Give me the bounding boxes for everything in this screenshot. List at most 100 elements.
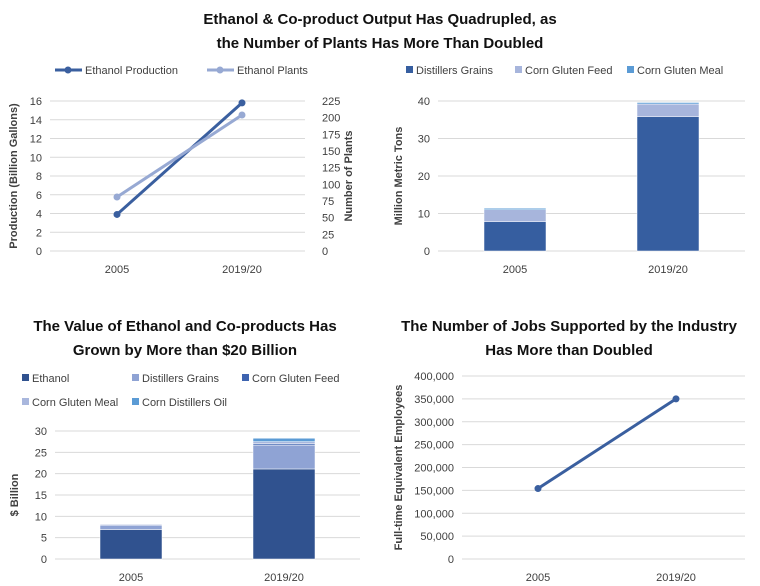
chart1-title: Ethanol & Co-product Output Has Quadrupl… <box>100 8 660 56</box>
y2-tick-label: 150 <box>322 146 340 158</box>
x-tick-label: 2005 <box>119 572 143 584</box>
legend-label: Ethanol Plants <box>237 65 308 77</box>
series-line <box>116 113 243 199</box>
y-tick-label: 15 <box>35 490 47 502</box>
bar-segment <box>636 103 700 117</box>
legend-swatch <box>132 398 139 405</box>
data-point <box>238 99 246 107</box>
y-tick-label: 20 <box>418 171 430 183</box>
legend-marker <box>216 66 224 74</box>
bar-segment <box>636 102 700 105</box>
legend-swatch <box>22 398 29 405</box>
y2-tick-label: 100 <box>322 179 340 191</box>
legend-label: Corn Distillers Oil <box>142 397 227 409</box>
legend-label: Ethanol Production <box>85 65 178 77</box>
bar-segment <box>636 116 700 252</box>
x-tick-label: 2005 <box>503 264 527 276</box>
y-tick-label: 5 <box>41 533 47 545</box>
y-tick-label: 0 <box>41 554 47 566</box>
y-tick-label: 30 <box>418 134 430 146</box>
y-tick-label: 25 <box>35 447 47 459</box>
data-point <box>113 193 121 201</box>
x-tick-label: 2019/20 <box>222 264 262 276</box>
chart4-title: The Number of Jobs Supported by the Indu… <box>378 315 760 363</box>
y-tick-label: 200,000 <box>414 463 454 475</box>
legend-label: Distillers Grains <box>142 373 220 385</box>
y-tick-label: 300,000 <box>414 417 454 429</box>
y-axis-label: Full-time Equivalent Employees <box>393 385 405 551</box>
chart1-title-line1: Ethanol & Co-product Output Has Quadrupl… <box>203 11 557 28</box>
bar-segment <box>252 441 316 445</box>
legend-marker <box>64 66 72 74</box>
y-tick-label: 6 <box>36 190 42 202</box>
legend-swatch <box>22 374 29 381</box>
y-tick-label: 400,000 <box>414 371 454 383</box>
bar-segment <box>483 209 547 222</box>
y2-axis-label: Number of Plants <box>343 130 355 221</box>
chart4-title-line2: Has More than Doubled <box>485 342 653 359</box>
bar-segment <box>99 524 163 530</box>
y2-tick-label: 200 <box>322 113 340 125</box>
y-tick-label: 2 <box>36 227 42 239</box>
data-point <box>672 395 680 403</box>
y-tick-label: 8 <box>36 171 42 183</box>
x-tick-label: 2019/20 <box>648 264 688 276</box>
bar-segment <box>252 438 316 442</box>
y-tick-label: 0 <box>424 246 430 258</box>
x-tick-label: 2019/20 <box>656 572 696 584</box>
y2-tick-label: 25 <box>322 229 334 241</box>
bar-segment <box>99 523 163 526</box>
x-tick-label: 2005 <box>105 264 129 276</box>
y2-tick-label: 75 <box>322 196 334 208</box>
legend-label: Corn Gluten Feed <box>252 373 339 385</box>
y-tick-label: 100,000 <box>414 508 454 520</box>
y-tick-label: 4 <box>36 209 42 221</box>
y2-tick-label: 225 <box>322 96 340 108</box>
y-tick-label: 10 <box>35 511 47 523</box>
series-line <box>537 397 677 490</box>
y-tick-label: 10 <box>418 209 430 221</box>
chart3-title: The Value of Ethanol and Co-products Has… <box>0 315 370 363</box>
chart3-title-line2: Grown by More than $20 Billion <box>72 342 298 359</box>
chart4-title-line1: The Number of Jobs Supported by the Indu… <box>401 318 737 335</box>
legend-label: Corn Gluten Meal <box>32 397 118 409</box>
legend-swatch <box>515 66 522 73</box>
legend-label: Distillers Grains <box>416 65 494 77</box>
bar-segment <box>252 468 316 560</box>
y-tick-label: 150,000 <box>414 485 454 497</box>
y-tick-label: 350,000 <box>414 394 454 406</box>
y-axis-label: $ Billion <box>9 473 21 516</box>
y-tick-label: 30 <box>35 426 47 438</box>
legend-label: Corn Gluten Meal <box>637 65 723 77</box>
y-tick-label: 14 <box>30 115 42 127</box>
data-point <box>113 210 121 218</box>
chart1-title-line2: the Number of Plants Has More Than Doubl… <box>216 35 544 52</box>
series-line <box>116 101 243 216</box>
y-tick-label: 12 <box>30 134 42 146</box>
y2-tick-label: 175 <box>322 129 340 141</box>
x-tick-label: 2019/20 <box>264 572 304 584</box>
y-tick-label: 40 <box>418 96 430 108</box>
bar-segment <box>99 529 163 560</box>
y2-tick-label: 125 <box>322 163 340 175</box>
data-point <box>238 111 246 119</box>
y-tick-label: 250,000 <box>414 440 454 452</box>
legend-label: Ethanol <box>32 373 69 385</box>
y-axis-label: Production (Billion Gallons) <box>8 103 20 249</box>
legend-swatch <box>627 66 634 73</box>
legend-label: Corn Gluten Feed <box>525 65 612 77</box>
legend-swatch <box>242 374 249 381</box>
y-tick-label: 50,000 <box>420 531 454 543</box>
legend-swatch <box>406 66 413 73</box>
y-tick-label: 0 <box>448 554 454 566</box>
y-tick-label: 20 <box>35 469 47 481</box>
y-tick-label: 0 <box>36 246 42 258</box>
chart3-title-line1: The Value of Ethanol and Co-products Has <box>33 318 337 335</box>
y-tick-label: 10 <box>30 152 42 164</box>
y2-tick-label: 50 <box>322 213 334 225</box>
y-axis-label: Million Metric Tons <box>393 127 405 226</box>
x-tick-label: 2005 <box>526 572 550 584</box>
data-point <box>534 485 542 493</box>
